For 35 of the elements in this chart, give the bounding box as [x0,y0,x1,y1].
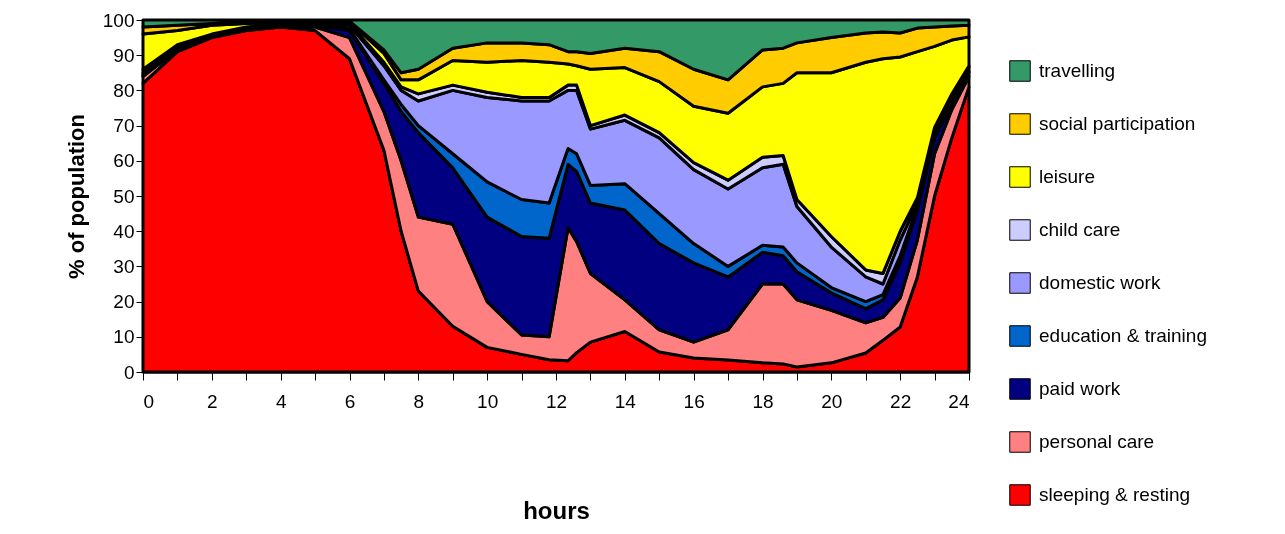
x-tick-label: 24 [948,390,970,412]
y-tick-label: 20 [113,291,135,313]
y-tick-label: 60 [113,150,135,172]
legend-label: sleeping & resting [1039,484,1191,505]
y-tick-label: 70 [113,115,135,137]
legend-label: education & training [1039,325,1207,346]
legend-label: personal care [1039,431,1155,452]
x-tick-label: 2 [207,390,218,412]
x-tick-label: 22 [890,390,912,412]
x-tick-label: 18 [752,390,774,412]
x-tick-label: 10 [477,390,499,412]
x-axis-title: hours [523,496,590,524]
x-tick-label: 16 [683,390,705,412]
legend-label: leisure [1039,166,1095,187]
y-tick-label: 30 [113,255,135,277]
legend-label: domestic work [1039,272,1161,293]
x-tick-label: 6 [344,390,356,412]
y-axis-title: % of population [63,114,89,279]
y-tick-label: 10 [113,326,135,348]
y-tick-label: 40 [113,220,135,242]
y-tick-label: 100 [102,9,135,31]
legend-label: travelling [1039,60,1116,81]
y-tick-label: 50 [113,185,135,207]
x-tick-label: 14 [614,390,637,412]
legend-label: child care [1039,219,1121,240]
y-tick-label: 0 [123,361,135,383]
legend-label: paid work [1039,378,1121,399]
x-tick-label: 20 [821,390,843,412]
x-tick-label: 4 [275,390,287,412]
legend-label: social participation [1039,113,1196,134]
x-tick-label: 8 [413,390,425,412]
y-tick-label: 80 [113,79,135,101]
x-tick-label: 12 [545,390,568,412]
y-tick-label: 90 [113,44,135,66]
x-tick-label: 0 [143,390,155,412]
